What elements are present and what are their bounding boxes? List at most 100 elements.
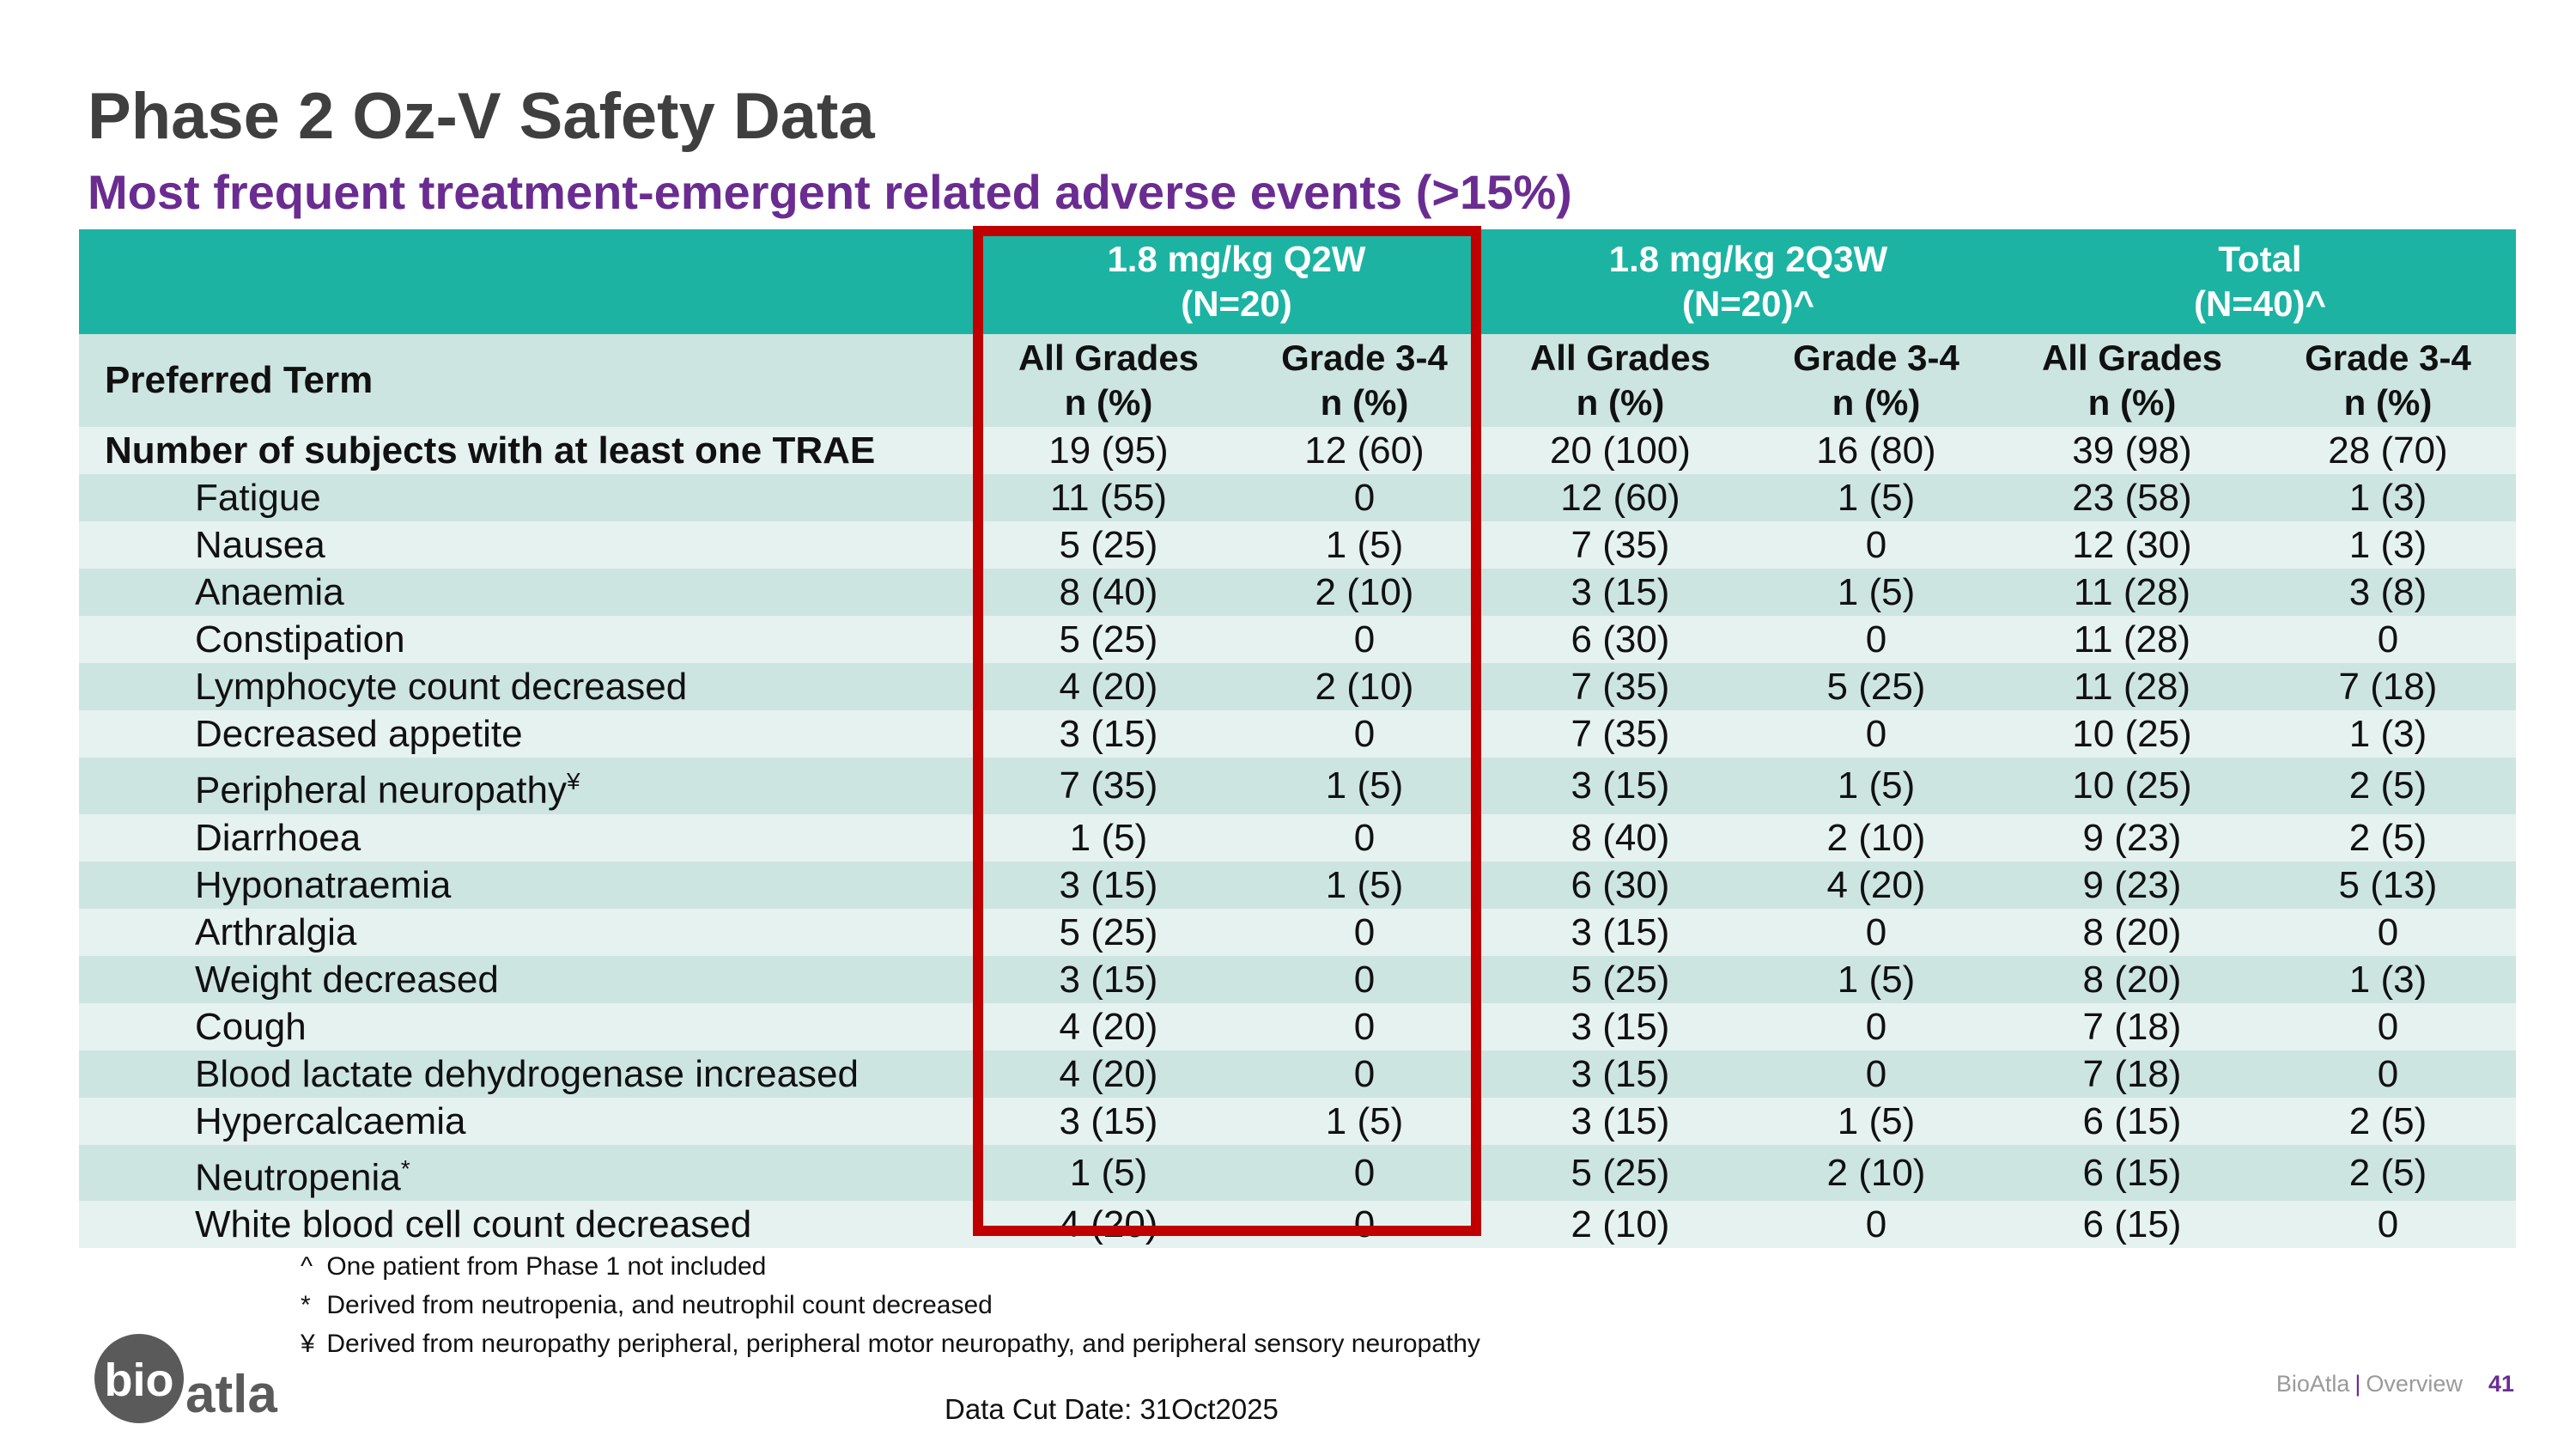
value-cell: 5 (25): [1492, 1144, 1748, 1202]
preferred-term-cell: Fatigue: [79, 474, 981, 521]
footer-separator: |: [2354, 1371, 2361, 1397]
value-cell: 0: [1236, 1002, 1492, 1050]
value-cell: 3 (15): [981, 710, 1236, 758]
value-cell: 3 (15): [1492, 1050, 1748, 1098]
value-cell: 3 (8): [2260, 569, 2516, 616]
table-row: Hyponatraemia 3 (15) 1 (5) 6 (30) 4 (20) 9 (2…: [79, 861, 2516, 909]
value-cell: 6 (15): [2004, 1201, 2260, 1249]
value-cell: 4 (20): [981, 1201, 1236, 1249]
value-cell: 16 (80): [1748, 427, 2004, 474]
value-cell: 3 (15): [1492, 1002, 1748, 1050]
svg-text:atla: atla: [185, 1365, 277, 1424]
table-row: Nausea 5 (25) 1 (5) 7 (35) 0 12 (30) 1 (3): [79, 521, 2516, 569]
value-cell: 1 (5): [1748, 474, 2004, 521]
value-cell: 8 (20): [2004, 908, 2260, 956]
value-cell: 4 (20): [981, 663, 1236, 710]
value-cell: 0: [1236, 616, 1492, 663]
value-cell: 7 (35): [981, 758, 1236, 814]
footnotes: ^ One patient from Phase 1 not included …: [301, 1247, 1480, 1363]
preferred-term-cell: Nausea: [79, 521, 981, 569]
value-cell: 0: [1748, 616, 2004, 663]
value-cell: 3 (15): [981, 955, 1236, 1003]
value-cell: 0: [1748, 710, 2004, 758]
table-row: Weight decreased 3 (15) 0 5 (25) 1 (5) 8 (20)…: [79, 955, 2516, 1003]
footnote-text: Derived from neuropathy peripheral, peri…: [326, 1330, 1480, 1358]
value-cell: 12 (30): [2004, 521, 2260, 569]
value-cell: 0: [1236, 813, 1492, 861]
value-cell: 7 (18): [2004, 1050, 2260, 1098]
value-cell: 0: [1236, 955, 1492, 1003]
table-row: Neutropenia* 1 (5) 0 5 (25) 2 (10) 6 (15) 2 (5…: [79, 1144, 2516, 1202]
value-cell: 28 (70): [2260, 427, 2516, 474]
summary-row: Number of subjects with at least one TRA…: [79, 427, 2516, 474]
group-header-total: Total (N=40)^: [2004, 229, 2516, 334]
value-cell: 6 (30): [1492, 861, 1748, 909]
value-cell: 0: [2260, 1002, 2516, 1050]
value-cell: 7 (18): [2004, 1002, 2260, 1050]
value-cell: 1 (5): [1236, 521, 1492, 569]
table-row: Arthralgia 5 (25) 0 3 (15) 0 8 (20) 0: [79, 908, 2516, 956]
value-cell: 2 (10): [1236, 663, 1492, 710]
svg-text:bio: bio: [105, 1355, 174, 1406]
value-cell: 0: [1236, 908, 1492, 956]
preferred-term-cell: Cough: [79, 1002, 981, 1050]
preferred-term-cell: Anaemia: [79, 569, 981, 616]
value-cell: 0: [1748, 1050, 2004, 1098]
value-cell: 7 (35): [1492, 521, 1748, 569]
all-grades-header: All Grades n (%): [2004, 334, 2260, 427]
value-cell: 3 (15): [1492, 908, 1748, 956]
value-cell: 20 (100): [1492, 427, 1748, 474]
value-cell: 0: [1236, 474, 1492, 521]
preferred-term-cell: White blood cell count decreased: [79, 1201, 981, 1249]
value-cell: 4 (20): [981, 1050, 1236, 1098]
value-cell: 3 (15): [1492, 569, 1748, 616]
preferred-term-cell: Diarrhoea: [79, 813, 981, 861]
value-cell: 23 (58): [2004, 474, 2260, 521]
group-header-row: 1.8 mg/kg Q2W (N=20) 1.8 mg/kg 2Q3W (N=20)…: [79, 229, 2516, 334]
sub-header-row: Preferred Term All Grades n (%) Grade 3-4…: [79, 334, 2516, 427]
footnote-marker: *: [400, 1154, 410, 1182]
value-cell: 1 (5): [1236, 1097, 1492, 1145]
value-cell: 0: [2260, 1201, 2516, 1249]
value-cell: 0: [1236, 710, 1492, 758]
page-number: 41: [2488, 1371, 2514, 1397]
grade34-header: Grade 3-4 n (%): [2260, 334, 2516, 427]
preferred-term-cell: Decreased appetite: [79, 710, 981, 758]
value-cell: 2 (5): [2260, 758, 2516, 814]
value-cell: 7 (35): [1492, 663, 1748, 710]
value-cell: 1 (5): [1236, 861, 1492, 909]
value-cell: 9 (23): [2004, 813, 2260, 861]
value-cell: 19 (95): [981, 427, 1236, 474]
value-cell: 0: [1236, 1201, 1492, 1249]
value-cell: 2 (5): [2260, 1097, 2516, 1145]
value-cell: 0: [1748, 908, 2004, 956]
value-cell: 6 (15): [2004, 1097, 2260, 1145]
value-cell: 11 (28): [2004, 663, 2260, 710]
footnote-marker: ¥: [566, 768, 580, 795]
value-cell: 7 (18): [2260, 663, 2516, 710]
value-cell: 10 (25): [2004, 758, 2260, 814]
preferred-term-cell: Hyponatraemia: [79, 861, 981, 909]
value-cell: 4 (20): [981, 1002, 1236, 1050]
preferred-term-cell: Arthralgia: [79, 908, 981, 956]
value-cell: 2 (10): [1236, 569, 1492, 616]
all-grades-header: All Grades n (%): [1492, 334, 1748, 427]
value-cell: 0: [1748, 1201, 2004, 1249]
value-cell: 5 (13): [2260, 861, 2516, 909]
table-row: Decreased appetite 3 (15) 0 7 (35) 0 10 (25) 1…: [79, 710, 2516, 758]
preferred-term-cell: Lymphocyte count decreased: [79, 663, 981, 710]
value-cell: 1 (5): [1236, 758, 1492, 814]
value-cell: 2 (10): [1748, 813, 2004, 861]
table-row: Anaemia 8 (40) 2 (10) 3 (15) 1 (5) 11 (28) 3 (…: [79, 569, 2516, 616]
value-cell: 1 (3): [2260, 955, 2516, 1003]
value-cell: 10 (25): [2004, 710, 2260, 758]
value-cell: 0: [2260, 1050, 2516, 1098]
value-cell: 5 (25): [981, 616, 1236, 663]
value-cell: 11 (28): [2004, 569, 2260, 616]
preferred-term-header: Preferred Term: [79, 334, 981, 427]
data-cut-date: Data Cut Date: 31Oct2025: [945, 1393, 1279, 1425]
value-cell: 1 (5): [1748, 955, 2004, 1003]
value-cell: 0: [2260, 616, 2516, 663]
value-cell: 0: [1748, 1002, 2004, 1050]
value-cell: 1 (5): [1748, 758, 2004, 814]
